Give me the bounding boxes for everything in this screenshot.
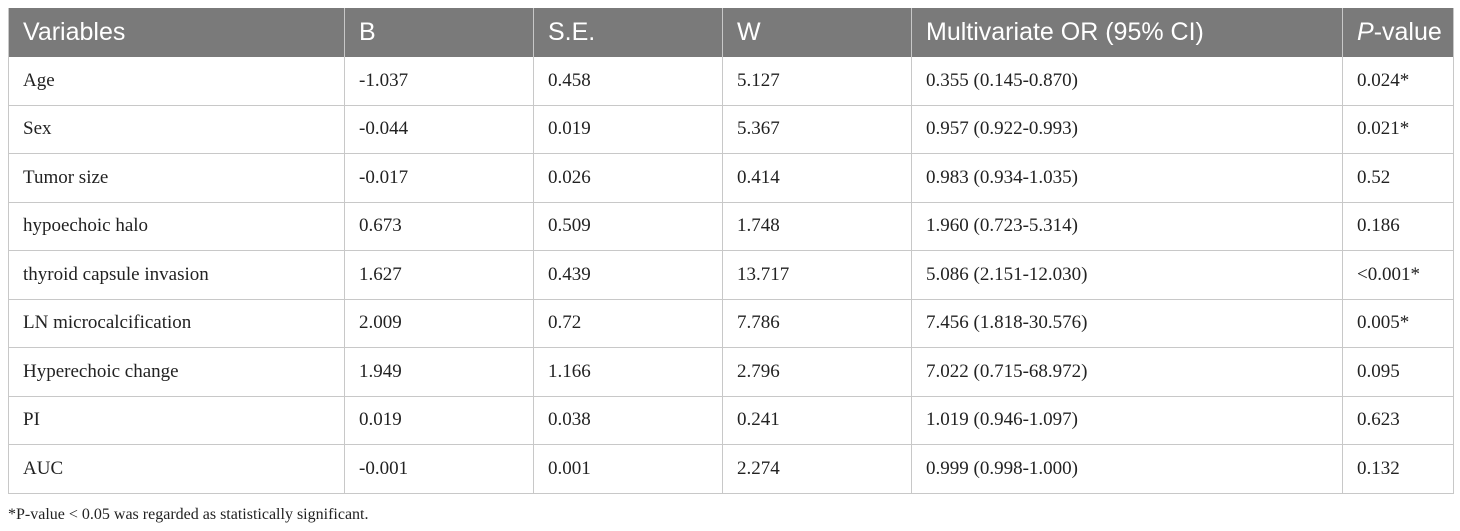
cell-or: 1.019 (0.946-1.097) <box>911 395 1343 445</box>
cell-or: 0.983 (0.934-1.035) <box>911 153 1343 203</box>
header-p-italic: P <box>1357 18 1374 46</box>
cell-w: 1.748 <box>722 201 912 251</box>
cell-w: 0.241 <box>722 395 912 445</box>
table-row: thyroid capsule invasion 1.627 0.439 13.… <box>8 250 1454 300</box>
cell-w: 0.414 <box>722 153 912 203</box>
cell-variable: AUC <box>8 444 345 494</box>
cell-b: -1.037 <box>344 57 534 106</box>
table-row: AUC -0.001 0.001 2.274 0.999 (0.998-1.00… <box>8 444 1454 494</box>
cell-se: 0.458 <box>533 57 723 106</box>
regression-table-container: Variables B S.E. W Multivariate OR (95% … <box>8 8 1454 494</box>
cell-or: 7.456 (1.818-30.576) <box>911 298 1343 348</box>
cell-b: -0.017 <box>344 153 534 203</box>
header-p-value: P-value <box>1342 8 1454 57</box>
cell-p: 0.095 <box>1342 347 1454 397</box>
cell-b: 0.673 <box>344 201 534 251</box>
cell-p: <0.001* <box>1342 250 1454 300</box>
cell-b: 1.949 <box>344 347 534 397</box>
table-row: Hyperechoic change 1.949 1.166 2.796 7.0… <box>8 347 1454 397</box>
cell-se: 1.166 <box>533 347 723 397</box>
table-header: Variables B S.E. W Multivariate OR (95% … <box>8 8 1454 57</box>
cell-w: 13.717 <box>722 250 912 300</box>
cell-or: 1.960 (0.723-5.314) <box>911 201 1343 251</box>
cell-variable: Tumor size <box>8 153 345 203</box>
cell-se: 0.026 <box>533 153 723 203</box>
cell-or: 0.355 (0.145-0.870) <box>911 57 1343 106</box>
cell-se: 0.439 <box>533 250 723 300</box>
table-row: Age -1.037 0.458 5.127 0.355 (0.145-0.87… <box>8 57 1454 106</box>
cell-p: 0.132 <box>1342 444 1454 494</box>
cell-variable: Sex <box>8 104 345 154</box>
table-row: LN microcalcification 2.009 0.72 7.786 7… <box>8 298 1454 348</box>
cell-se: 0.72 <box>533 298 723 348</box>
cell-se: 0.038 <box>533 395 723 445</box>
cell-se: 0.019 <box>533 104 723 154</box>
cell-p: 0.186 <box>1342 201 1454 251</box>
table-body: Age -1.037 0.458 5.127 0.355 (0.145-0.87… <box>8 57 1454 494</box>
cell-b: 0.019 <box>344 395 534 445</box>
cell-p: 0.024* <box>1342 57 1454 106</box>
table-footnote: *P-value < 0.05 was regarded as statisti… <box>8 506 369 523</box>
header-se: S.E. <box>533 8 723 57</box>
cell-or: 5.086 (2.151-12.030) <box>911 250 1343 300</box>
cell-variable: thyroid capsule invasion <box>8 250 345 300</box>
cell-w: 2.796 <box>722 347 912 397</box>
cell-w: 7.786 <box>722 298 912 348</box>
table-row: hypoechoic halo 0.673 0.509 1.748 1.960 … <box>8 201 1454 251</box>
header-w: W <box>722 8 912 57</box>
cell-b: 1.627 <box>344 250 534 300</box>
cell-or: 0.999 (0.998-1.000) <box>911 444 1343 494</box>
header-or: Multivariate OR (95% CI) <box>911 8 1343 57</box>
cell-se: 0.509 <box>533 201 723 251</box>
cell-w: 5.127 <box>722 57 912 106</box>
cell-variable: PI <box>8 395 345 445</box>
table-row: Sex -0.044 0.019 5.367 0.957 (0.922-0.99… <box>8 104 1454 154</box>
cell-or: 7.022 (0.715-68.972) <box>911 347 1343 397</box>
cell-b: -0.044 <box>344 104 534 154</box>
table-row: PI 0.019 0.038 0.241 1.019 (0.946-1.097)… <box>8 395 1454 445</box>
header-row: Variables B S.E. W Multivariate OR (95% … <box>8 8 1454 57</box>
header-b: B <box>344 8 534 57</box>
cell-p: 0.005* <box>1342 298 1454 348</box>
table-row: Tumor size -0.017 0.026 0.414 0.983 (0.9… <box>8 153 1454 203</box>
header-variables: Variables <box>8 8 345 57</box>
cell-variable: hypoechoic halo <box>8 201 345 251</box>
cell-w: 2.274 <box>722 444 912 494</box>
cell-se: 0.001 <box>533 444 723 494</box>
cell-w: 5.367 <box>722 104 912 154</box>
multivariate-regression-table: Variables B S.E. W Multivariate OR (95% … <box>8 8 1454 494</box>
cell-variable: Age <box>8 57 345 106</box>
cell-b: 2.009 <box>344 298 534 348</box>
cell-variable: LN microcalcification <box>8 298 345 348</box>
cell-variable: Hyperechoic change <box>8 347 345 397</box>
header-p-rest: -value <box>1373 18 1442 46</box>
cell-b: -0.001 <box>344 444 534 494</box>
cell-or: 0.957 (0.922-0.993) <box>911 104 1343 154</box>
cell-p: 0.021* <box>1342 104 1454 154</box>
cell-p: 0.623 <box>1342 395 1454 445</box>
cell-p: 0.52 <box>1342 153 1454 203</box>
